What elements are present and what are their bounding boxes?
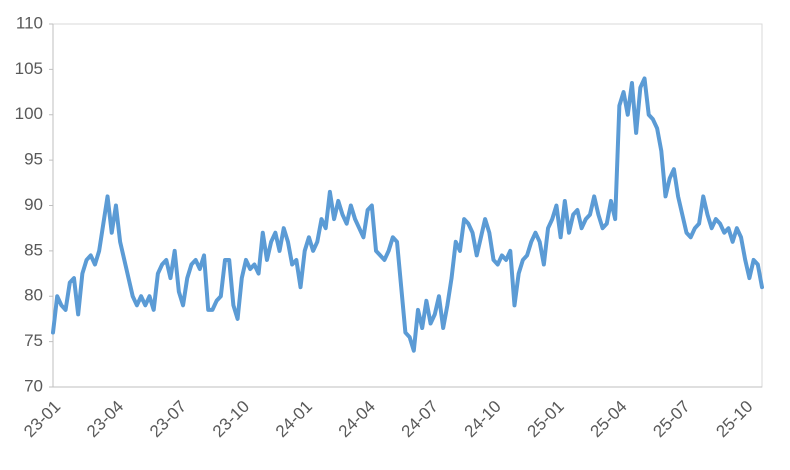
x-tick-label: 24-07 (398, 397, 442, 441)
line-series (51, 76, 764, 353)
x-tick-label: 24-04 (335, 397, 379, 441)
x-tick-label: 23-10 (209, 397, 253, 441)
x-tick-label: 24-10 (461, 397, 505, 441)
y-tick-label: 90 (24, 195, 43, 214)
x-tick-label: 24-01 (272, 397, 316, 441)
x-tick-label: 25-04 (586, 397, 630, 441)
x-tick-label: 23-01 (20, 397, 64, 441)
x-tick-label: 25-01 (524, 397, 568, 441)
x-tick-label: 25-10 (712, 397, 756, 441)
y-tick-label: 105 (15, 59, 43, 78)
y-tick-label: 70 (24, 376, 43, 395)
y-tick-label: 95 (24, 150, 43, 169)
y-tick-label: 110 (16, 13, 43, 32)
y-tick-label: 80 (24, 286, 43, 305)
x-tick-label: 25-07 (649, 397, 693, 441)
x-tick-label: 23-07 (146, 397, 190, 441)
y-tick-label: 85 (24, 240, 43, 259)
x-tick-label: 23-04 (83, 397, 127, 441)
y-tick-label: 75 (24, 331, 43, 350)
y-tick-label: 100 (15, 104, 43, 123)
